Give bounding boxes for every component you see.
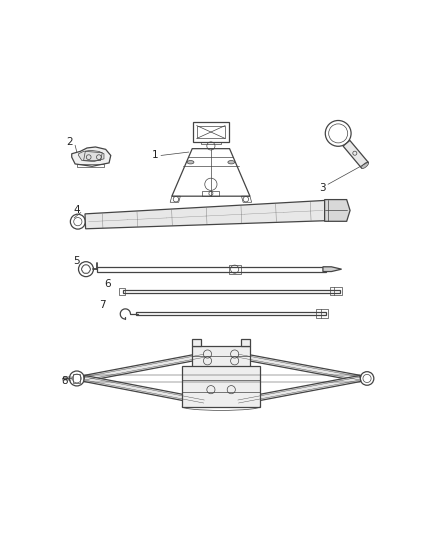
Polygon shape [78, 150, 104, 161]
Ellipse shape [228, 160, 235, 164]
Polygon shape [192, 345, 250, 374]
Polygon shape [237, 353, 361, 382]
Polygon shape [84, 375, 205, 405]
Text: 8: 8 [61, 376, 67, 386]
Text: 2: 2 [67, 137, 73, 147]
Polygon shape [241, 340, 250, 345]
Polygon shape [85, 200, 328, 229]
Ellipse shape [187, 160, 194, 164]
Polygon shape [72, 147, 111, 166]
Text: 6: 6 [104, 279, 111, 289]
Polygon shape [84, 353, 205, 382]
Polygon shape [325, 199, 350, 221]
Polygon shape [192, 340, 201, 345]
Text: 7: 7 [99, 300, 106, 310]
Polygon shape [343, 140, 368, 168]
Text: 4: 4 [74, 205, 80, 215]
Polygon shape [323, 267, 342, 271]
Polygon shape [237, 375, 361, 405]
Text: 3: 3 [320, 183, 326, 193]
Ellipse shape [361, 162, 369, 168]
Text: 1: 1 [152, 150, 158, 160]
Polygon shape [182, 366, 260, 407]
Text: 5: 5 [74, 256, 80, 265]
